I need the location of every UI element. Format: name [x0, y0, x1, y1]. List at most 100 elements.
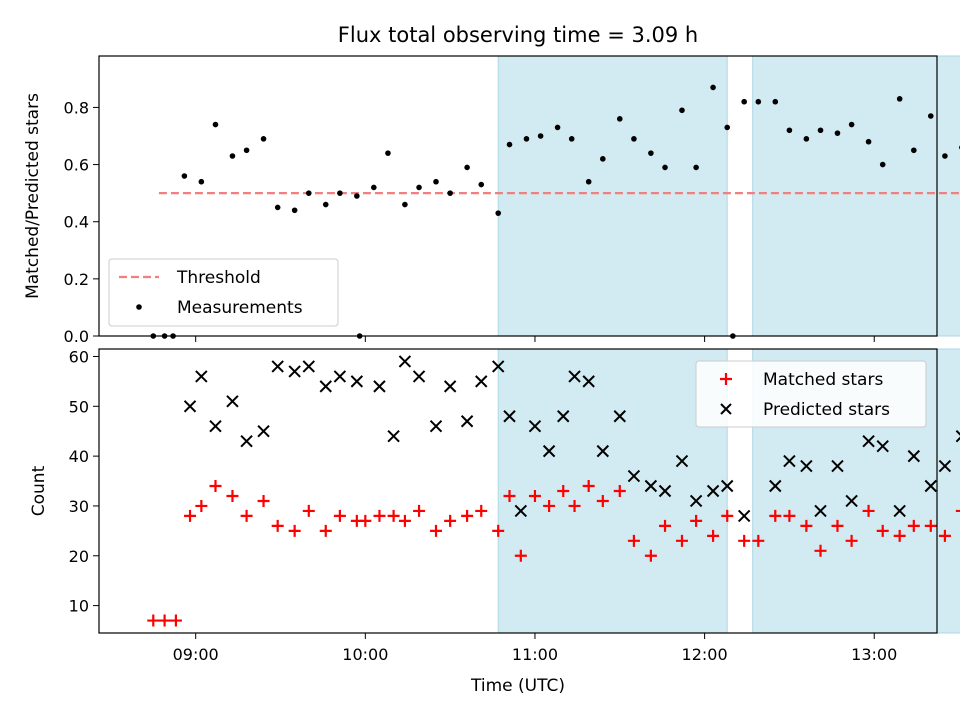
measurement-point [724, 124, 731, 131]
top-legend: Threshold Measurements [108, 258, 339, 327]
measurement-point [523, 136, 530, 142]
matched-stars-point [195, 499, 208, 512]
predicted-stars-point [398, 355, 412, 368]
y-tick-label: 0.2 [64, 270, 89, 289]
measurement-point [911, 147, 917, 154]
measurement-point [385, 150, 391, 156]
measurement-point [942, 153, 948, 159]
matched-stars-point [271, 519, 284, 532]
predicted-stars-point [412, 370, 426, 383]
measurement-point [402, 201, 408, 208]
measurement-point [879, 161, 886, 168]
predicted-stars-point [737, 509, 751, 523]
matched-legend-label: Matched stars [763, 370, 883, 390]
predicted-stars-point [783, 454, 796, 468]
matched-stars-point [288, 524, 301, 537]
matched-stars-point [596, 494, 609, 507]
shaded-interval [752, 55, 960, 337]
predicted-stars-point [460, 415, 474, 428]
measurement-point [322, 201, 329, 208]
predicted-stars-point [492, 360, 505, 373]
predicted-stars-point [955, 429, 960, 443]
measurement-point [537, 133, 544, 139]
matched-stars-point [147, 614, 160, 627]
matched-stars-point [398, 514, 411, 527]
matched-stars-point [430, 524, 443, 537]
measurement-point [616, 116, 623, 122]
predicted-stars-point [288, 365, 301, 378]
measurement-point [679, 107, 685, 114]
matched-stars-point [543, 499, 556, 512]
matched-stars-point [475, 504, 488, 517]
matched-stars-point [169, 614, 182, 627]
predicted-stars-point [568, 370, 581, 383]
matched-stars-point [184, 509, 197, 522]
matched-stars-point [690, 514, 703, 527]
measurement-point [495, 210, 502, 216]
matched-stars-point [644, 549, 657, 562]
matched-stars-point [783, 509, 796, 522]
measurement-point [181, 173, 188, 179]
matched-stars-point [226, 489, 239, 502]
measurement-point [274, 204, 281, 211]
y-tick-label: 30 [69, 497, 89, 516]
matched-stars-point [893, 529, 906, 542]
measurement-point [568, 136, 575, 142]
measurement-point [693, 164, 699, 171]
predicted-stars-point [528, 420, 542, 433]
measurement-point [243, 147, 250, 154]
matched-stars-point [359, 514, 372, 527]
measurement-point [755, 98, 762, 105]
top-panel-frame [98, 55, 938, 337]
predicted-stars-point [319, 380, 332, 393]
measurement-point [337, 190, 343, 196]
matched-stars-point [444, 514, 457, 527]
matched-stars-point [707, 529, 720, 542]
measurement-point [710, 84, 716, 91]
matched-stars-point [627, 534, 640, 547]
matched-stars-point [845, 534, 858, 547]
predicted-stars-point [845, 494, 858, 508]
predicted-stars-point [831, 459, 844, 473]
measurement-point [291, 207, 298, 214]
y-tick-label: 0.4 [64, 213, 89, 232]
measurement-point [786, 127, 793, 134]
measurement-point [354, 193, 360, 199]
measurement-point [554, 124, 561, 131]
predicted-stars-point [721, 479, 734, 493]
matched-stars-point [557, 485, 570, 497]
matched-stars-point [924, 519, 937, 532]
measurement-point [848, 121, 855, 128]
measurements-legend-label: Measurements [177, 298, 303, 318]
y-tick-label: 10 [69, 597, 89, 616]
predicted-stars-point [627, 469, 641, 483]
matched-stars-point [613, 485, 626, 497]
predicted-stars-point [183, 400, 197, 413]
predicted-stars-point [503, 410, 516, 423]
measurement-point [447, 190, 453, 196]
measurement-point [212, 121, 219, 128]
matched-stars-point [528, 489, 541, 502]
x-tick-label: 11:00 [512, 645, 558, 664]
predicted-stars-point [596, 444, 610, 458]
matched-stars-point [209, 480, 222, 493]
predicted-stars-point [644, 479, 658, 493]
matched-stars-point [675, 534, 688, 547]
matched-stars-point [503, 489, 516, 502]
predicted-stars-point [302, 360, 315, 373]
matched-stars-point [814, 544, 827, 557]
measurement-point [305, 190, 312, 196]
matched-stars-point [907, 519, 920, 532]
shaded-interval [497, 348, 728, 634]
predicted-stars-point [542, 444, 556, 458]
x-tick-label: 13:00 [851, 645, 897, 664]
y-tick-label: 0.0 [64, 327, 89, 346]
matched-stars-point [938, 529, 951, 542]
matched-stars-point [876, 524, 889, 537]
measurement-point [631, 136, 637, 142]
predicted-stars-point [582, 375, 595, 388]
measurement-point [817, 127, 824, 134]
predicted-stars-point [195, 370, 208, 383]
predicted-stars-point [350, 375, 364, 388]
predicted-stars-point [862, 434, 875, 448]
